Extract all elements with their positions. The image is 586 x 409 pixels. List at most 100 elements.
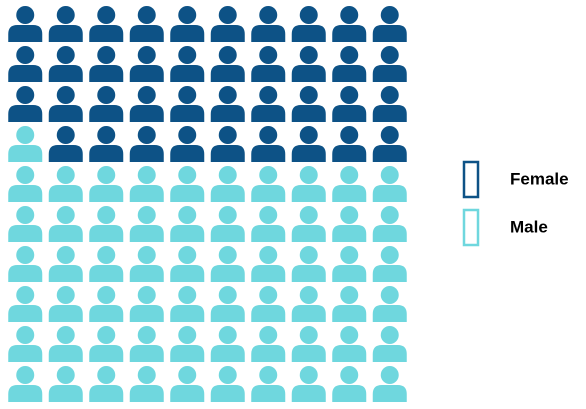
icon-head (97, 126, 116, 144)
icon-body (129, 225, 164, 242)
person-icon (372, 86, 407, 122)
person-icon (8, 166, 43, 202)
icon-head (299, 286, 318, 304)
person-icon (291, 86, 326, 122)
icon-head (380, 6, 399, 24)
icon-body (8, 225, 43, 242)
person-icon (251, 246, 286, 282)
icon-body (251, 305, 286, 322)
person-icon (8, 6, 43, 42)
icon-head (16, 206, 35, 224)
icon-head (178, 86, 197, 104)
icon-head (259, 166, 278, 184)
icon-head (299, 246, 318, 264)
person-icon (332, 86, 367, 122)
person-icon (291, 326, 326, 362)
icon-head (16, 246, 35, 264)
icon-head (340, 6, 359, 24)
icon-body (332, 25, 367, 42)
icon-head (97, 166, 116, 184)
person-icon (291, 126, 326, 162)
icon-body (48, 345, 83, 362)
person-icon (8, 246, 43, 282)
person-icon (8, 286, 43, 322)
icon-head (137, 326, 156, 344)
person-icon (8, 326, 43, 362)
icon-body (251, 345, 286, 362)
icon-body (48, 25, 83, 42)
icon-body (291, 145, 326, 162)
icon-body (372, 145, 407, 162)
icon-body (291, 185, 326, 202)
icon-body (210, 145, 245, 162)
icon-body (372, 265, 407, 282)
person-icon (210, 46, 245, 82)
icon-body (89, 265, 124, 282)
person-icon (291, 366, 326, 402)
icon-head (299, 86, 318, 104)
icon-head (16, 286, 35, 304)
legend-swatch (462, 208, 480, 247)
icon-body (8, 345, 43, 362)
person-icon (251, 46, 286, 82)
person-icon (210, 126, 245, 162)
icon-body (129, 25, 164, 42)
icon-body (8, 25, 43, 42)
icon-body (251, 385, 286, 402)
icon-head (178, 326, 197, 344)
person-icon (210, 246, 245, 282)
icon-head (97, 6, 116, 24)
icon-head (97, 326, 116, 344)
person-icon (48, 286, 83, 322)
person-icon (170, 86, 205, 122)
icon-head (16, 166, 35, 184)
icon-head (178, 286, 197, 304)
icon-head (97, 46, 116, 64)
person-icon (89, 366, 124, 402)
icon-body (48, 265, 83, 282)
icon-head (137, 6, 156, 24)
icon-body (210, 185, 245, 202)
icon-body (372, 185, 407, 202)
icon-head (56, 6, 75, 24)
person-icon (291, 206, 326, 242)
icon-head (56, 46, 75, 64)
icon-body (48, 185, 83, 202)
icon-head (16, 366, 35, 384)
icon-body (210, 225, 245, 242)
icon-head (137, 206, 156, 224)
icon-body (48, 105, 83, 122)
icon-body (210, 65, 245, 82)
icon-head (259, 206, 278, 224)
icon-body (89, 105, 124, 122)
icon-head (56, 86, 75, 104)
icon-body (291, 345, 326, 362)
person-icon (170, 286, 205, 322)
person-icon (251, 326, 286, 362)
icon-body (48, 385, 83, 402)
icon-head (178, 6, 197, 24)
person-icon (89, 206, 124, 242)
icon-body (170, 25, 205, 42)
icon-head (340, 206, 359, 224)
person-icon (372, 46, 407, 82)
icon-head (259, 366, 278, 384)
icon-head (380, 86, 399, 104)
icon-body (89, 385, 124, 402)
person-icon (210, 166, 245, 202)
icon-head (97, 366, 116, 384)
person-icon (372, 166, 407, 202)
person-icon (170, 6, 205, 42)
icon-head (178, 366, 197, 384)
icon-body (291, 65, 326, 82)
icon-body (170, 345, 205, 362)
person-icon (251, 286, 286, 322)
icon-head (299, 206, 318, 224)
person-icon (129, 206, 164, 242)
icon-body (372, 305, 407, 322)
icon-body (291, 105, 326, 122)
legend-label: Male (510, 217, 548, 236)
icon-head (56, 366, 75, 384)
icon-body (332, 105, 367, 122)
icon-body (89, 225, 124, 242)
